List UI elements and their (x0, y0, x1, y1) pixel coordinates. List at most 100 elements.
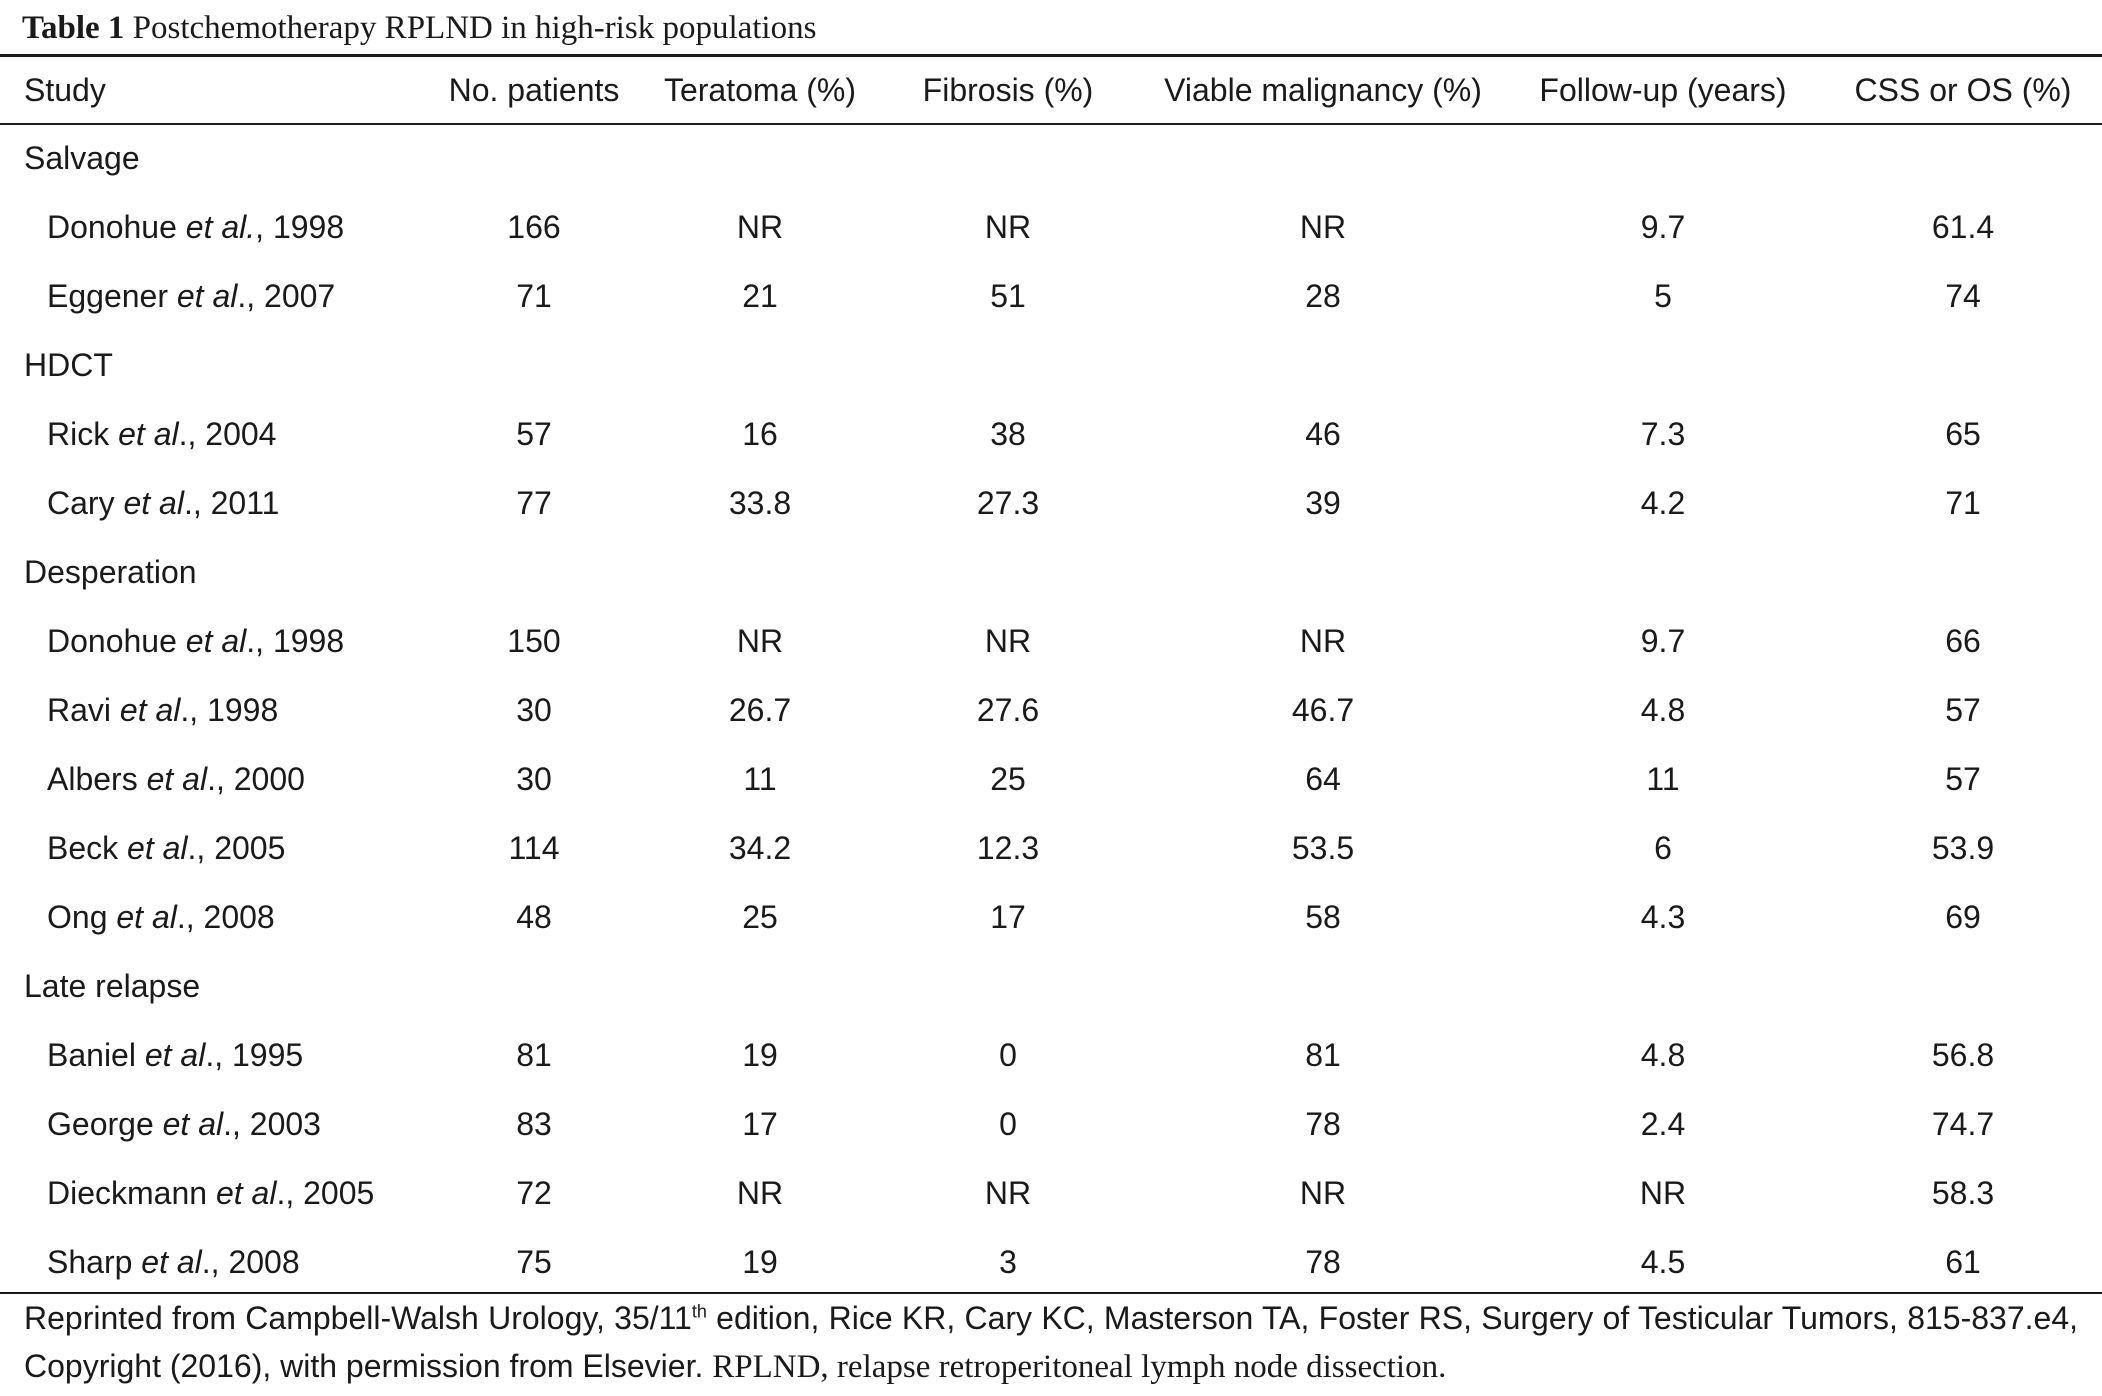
study-author: Ong (47, 899, 108, 935)
table-cell: 61.4 (1931, 209, 1995, 245)
table-cell: 46 (1305, 416, 1341, 452)
table-row: Eggener et al., 2007 71 21 51 28 5 74 (0, 262, 2102, 331)
study-cell: Donohue et al., 1998 (0, 607, 420, 676)
study-author: Albers (47, 761, 138, 797)
study-year: ., 1998 (180, 692, 279, 728)
table-body: Salvage Donohue et al., 1998 166 NR NR NR 9.7 6… (0, 124, 2102, 1297)
study-author: Sharp (47, 1244, 133, 1280)
column-header: Viable malignancy (%) (1164, 71, 1482, 108)
table-cell: 51 (990, 278, 1026, 314)
study-cell: Ong et al., 2008 (0, 883, 420, 952)
table-cell: 21 (742, 278, 778, 314)
results-table: Study No. patients Teratoma (%) Fibrosis… (0, 56, 2102, 1297)
footnote-superscript: th (691, 1301, 707, 1322)
table-cell: 11 (1646, 761, 1680, 797)
table-cell: 114 (508, 830, 560, 866)
table-cell: NR (1299, 209, 1347, 245)
table-top-rule (0, 54, 2102, 57)
table-cell: 34.2 (728, 830, 792, 866)
group-row: Salvage (0, 124, 2102, 193)
study-cell: Rick et al., 2004 (0, 400, 420, 469)
table-cell: 33.8 (728, 485, 792, 521)
table-cell: NR (736, 1175, 784, 1211)
table-cell: 65 (1945, 416, 1981, 452)
study-author: Ravi (47, 692, 112, 728)
table-row: Baniel et al., 1995 81 19 0 81 4.8 56.8 (0, 1021, 2102, 1090)
group-label: HDCT (24, 347, 113, 383)
table-row: George et al., 2003 83 17 0 78 2.4 74.7 (0, 1090, 2102, 1159)
table-cell: 166 (507, 209, 561, 245)
table-cell: 25 (742, 899, 778, 935)
study-cell: Sharp et al., 2008 (0, 1228, 420, 1297)
table-row: Dieckmann et al., 2005 72 NR NR NR NR 58.3 (0, 1159, 2102, 1228)
table-cell: 12.3 (976, 830, 1040, 866)
table-cell: NR (1299, 1175, 1347, 1211)
study-cell: Eggener et al., 2007 (0, 262, 420, 331)
table-cell: 53.9 (1931, 830, 1995, 866)
table-cell: 2.4 (1640, 1106, 1686, 1142)
table-row: Ong et al., 2008 48 25 17 58 4.3 69 (0, 883, 2102, 952)
table-cell: 53.5 (1291, 830, 1355, 866)
study-year: ., 2003 (223, 1106, 321, 1142)
study-etal: et al (141, 1244, 202, 1280)
study-cell: Cary et al., 2011 (0, 469, 420, 538)
table-cell: 4.8 (1640, 1037, 1686, 1073)
table-cell: 78 (1305, 1106, 1341, 1142)
column-header: Teratoma (%) (663, 71, 857, 108)
table-cell: NR (736, 209, 784, 245)
table-cell: 83 (516, 1106, 552, 1142)
table-cell: NR (736, 623, 784, 659)
table-cell: 4.2 (1640, 485, 1686, 521)
table-row: Donohue et al., 1998 150 NR NR NR 9.7 66 (0, 607, 2102, 676)
table-cell: 30 (516, 692, 552, 728)
table-row: Beck et al., 2005 114 34.2 12.3 53.5 6 53.9 (0, 814, 2102, 883)
table-cell: 61 (1945, 1244, 1981, 1280)
table-cell: 19 (742, 1037, 778, 1073)
study-etal: et al (146, 761, 208, 797)
table-cell: 4.8 (1640, 692, 1686, 728)
study-year: ., 2005 (276, 1175, 375, 1211)
study-cell: Beck et al., 2005 (0, 814, 420, 883)
study-etal: et al (116, 899, 177, 935)
table-cell: 17 (742, 1106, 778, 1142)
table-cell: 74.7 (1931, 1106, 1995, 1142)
study-year: ., 1998 (246, 623, 345, 659)
table-cell: 56.8 (1931, 1037, 1995, 1073)
table-cell: 5 (1654, 278, 1672, 314)
study-etal: et al (123, 485, 184, 521)
table-cell: 72 (516, 1175, 552, 1211)
study-author: Beck (47, 830, 119, 866)
study-year: ., 2008 (176, 899, 275, 935)
table-row: Ravi et al., 1998 30 26.7 27.6 46.7 4.8 57 (0, 676, 2102, 745)
table-header-rule (0, 123, 2102, 125)
table-cell: NR (1639, 1175, 1687, 1211)
table-cell: 9.7 (1640, 209, 1686, 245)
table-cell: NR (984, 1175, 1032, 1211)
study-author: George (47, 1106, 154, 1142)
table-cell: 66 (1945, 623, 1981, 659)
study-cell: Dieckmann et al., 2005 (0, 1159, 420, 1228)
table-cell: 69 (1945, 899, 1981, 935)
table-cell: 58.3 (1931, 1175, 1995, 1211)
study-year: ., 2008 (201, 1244, 300, 1280)
table-cell: 3 (999, 1244, 1017, 1280)
table-cell: 16 (742, 416, 778, 452)
group-row: Desperation (0, 538, 2102, 607)
table-caption-text: Postchemotherapy RPLND in high-risk popu… (132, 10, 817, 46)
table-header-row: Study No. patients Teratoma (%) Fibrosis… (0, 56, 2102, 124)
table-cell: 77 (516, 485, 552, 521)
study-year: , 1998 (255, 209, 345, 245)
table-cell: 71 (1945, 485, 1981, 521)
study-author: Donohue (47, 209, 177, 245)
table-cell: 30 (516, 761, 552, 797)
table-cell: 39 (1305, 485, 1341, 521)
study-etal: et al (176, 278, 238, 314)
footnote-source: Reprinted from Campbell-Walsh Urology, 3… (24, 1300, 692, 1336)
table-cell: 25 (990, 761, 1026, 797)
study-year: ., 2000 (207, 761, 305, 797)
study-cell: Donohue et al., 1998 (0, 193, 420, 262)
table-cell: 64 (1305, 761, 1341, 797)
table-cell: 78 (1305, 1244, 1341, 1280)
table-row: Albers et al., 2000 30 11 25 64 11 57 (0, 745, 2102, 814)
study-cell: Baniel et al., 1995 (0, 1021, 420, 1090)
